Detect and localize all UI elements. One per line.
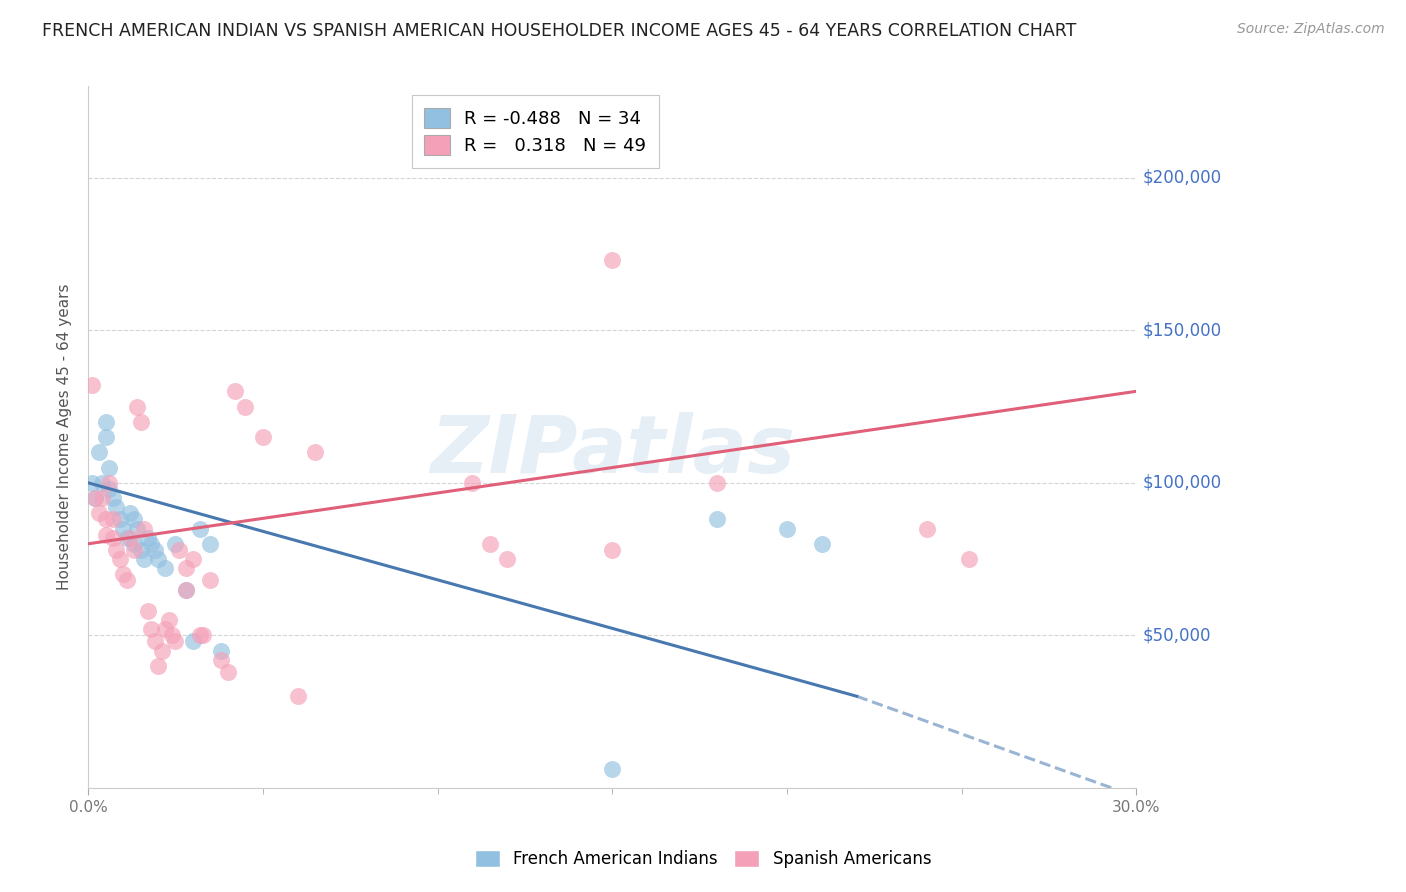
Point xyxy=(101,491,124,505)
Point xyxy=(167,542,190,557)
Point xyxy=(174,561,197,575)
Point xyxy=(129,415,152,429)
Point xyxy=(235,400,257,414)
Text: ZIPatlas: ZIPatlas xyxy=(430,412,794,490)
Point xyxy=(915,522,938,536)
Point xyxy=(105,542,128,557)
Point xyxy=(87,445,110,459)
Point xyxy=(143,542,166,557)
Text: $100,000: $100,000 xyxy=(1143,474,1222,491)
Point xyxy=(139,622,162,636)
Point xyxy=(94,415,117,429)
Point xyxy=(174,582,197,597)
Point xyxy=(209,643,232,657)
Point xyxy=(174,582,197,597)
Point xyxy=(132,522,155,536)
Point xyxy=(188,628,211,642)
Point xyxy=(811,537,834,551)
Point xyxy=(153,561,176,575)
Point xyxy=(105,500,128,515)
Text: $50,000: $50,000 xyxy=(1143,626,1212,644)
Point xyxy=(200,537,222,551)
Point xyxy=(304,445,326,459)
Point xyxy=(600,763,623,777)
Point xyxy=(115,574,138,588)
Point xyxy=(193,628,215,642)
Point xyxy=(478,537,501,551)
Point xyxy=(101,512,124,526)
Point xyxy=(122,512,145,526)
Point xyxy=(496,552,519,566)
Point xyxy=(600,542,623,557)
Point xyxy=(136,604,159,618)
Text: Source: ZipAtlas.com: Source: ZipAtlas.com xyxy=(1237,22,1385,37)
Point xyxy=(120,531,142,545)
Point xyxy=(188,522,211,536)
Point xyxy=(84,491,107,505)
Text: FRENCH AMERICAN INDIAN VS SPANISH AMERICAN HOUSEHOLDER INCOME AGES 45 - 64 YEARS: FRENCH AMERICAN INDIAN VS SPANISH AMERIC… xyxy=(42,22,1077,40)
Point xyxy=(94,512,117,526)
Point xyxy=(165,634,187,648)
Point xyxy=(125,400,148,414)
Point xyxy=(600,253,623,268)
Point xyxy=(160,628,183,642)
Point xyxy=(84,491,107,505)
Point xyxy=(122,537,145,551)
Point xyxy=(91,491,114,505)
Point xyxy=(108,512,131,526)
Point xyxy=(706,512,728,526)
Point xyxy=(150,643,173,657)
Point xyxy=(461,475,484,490)
Point xyxy=(112,567,135,582)
Point xyxy=(776,522,799,536)
Point xyxy=(87,506,110,520)
Point xyxy=(146,658,169,673)
Point xyxy=(112,522,135,536)
Point xyxy=(120,506,142,520)
Point xyxy=(101,531,124,545)
Point xyxy=(139,537,162,551)
Point xyxy=(108,552,131,566)
Point xyxy=(181,634,204,648)
Point xyxy=(125,522,148,536)
Y-axis label: Householder Income Ages 45 - 64 years: Householder Income Ages 45 - 64 years xyxy=(58,284,72,591)
Point xyxy=(98,482,121,496)
Point xyxy=(146,552,169,566)
Point xyxy=(136,531,159,545)
Point xyxy=(143,634,166,648)
Point xyxy=(115,531,138,545)
Point xyxy=(287,690,309,704)
Point xyxy=(200,574,222,588)
Point xyxy=(98,475,121,490)
Point xyxy=(224,384,246,399)
Point xyxy=(209,653,232,667)
Point xyxy=(91,475,114,490)
Text: $200,000: $200,000 xyxy=(1143,169,1222,186)
Point xyxy=(98,460,121,475)
Point xyxy=(94,430,117,444)
Point xyxy=(129,542,152,557)
Text: $150,000: $150,000 xyxy=(1143,321,1222,339)
Point xyxy=(957,552,980,566)
Point xyxy=(181,552,204,566)
Point xyxy=(94,527,117,541)
Point xyxy=(706,475,728,490)
Point xyxy=(217,665,239,679)
Legend: French American Indians, Spanish Americans: French American Indians, Spanish America… xyxy=(468,843,938,875)
Point xyxy=(153,622,176,636)
Point xyxy=(132,552,155,566)
Point xyxy=(252,430,274,444)
Legend: R = -0.488   N = 34, R =   0.318   N = 49: R = -0.488 N = 34, R = 0.318 N = 49 xyxy=(412,95,658,168)
Point xyxy=(165,537,187,551)
Point xyxy=(157,613,180,627)
Point xyxy=(80,378,103,392)
Point xyxy=(80,475,103,490)
Point xyxy=(122,542,145,557)
